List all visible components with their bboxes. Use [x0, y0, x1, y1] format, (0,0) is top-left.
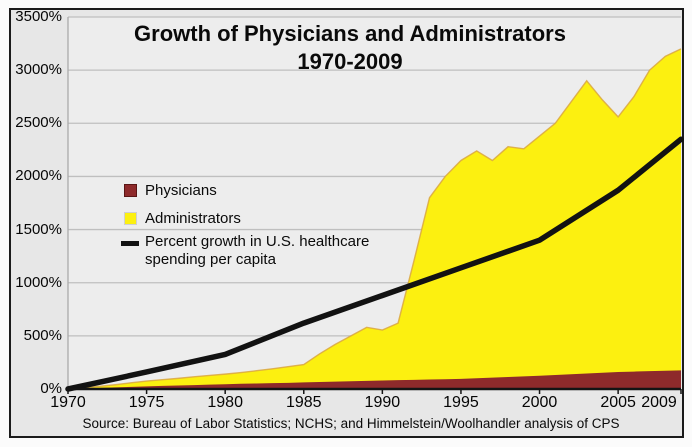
source-citation: Source: Bureau of Labor Statistics; NCHS…: [82, 416, 620, 431]
legend-label-administrators: Administrators: [145, 210, 241, 227]
legend-label-spending: Percent growth in U.S. healthcare spendi…: [145, 233, 415, 269]
physicians-swatch: [124, 184, 137, 197]
chart-title: Growth of Physicians and Administrators …: [40, 20, 660, 76]
administrators-swatch: [124, 212, 137, 225]
spending-growth-line: [65, 136, 684, 392]
chart-title-line1: Growth of Physicians and Administrators: [134, 21, 566, 46]
chart-title-line2: 1970-2009: [297, 49, 403, 74]
physicians-area: [68, 370, 681, 389]
administrators-area: [68, 48, 681, 390]
legend-label-spending-line2: spending per capita: [145, 251, 276, 268]
legend-label-spending-line1: Percent growth in U.S. healthcare: [145, 233, 370, 250]
legend-label-physicians: Physicians: [145, 182, 217, 199]
administrators-area-edge: [67, 48, 682, 390]
spending-line-swatch: [121, 241, 139, 246]
